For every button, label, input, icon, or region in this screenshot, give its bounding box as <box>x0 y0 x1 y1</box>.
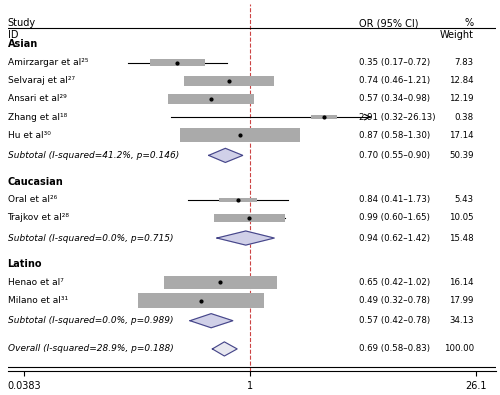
Text: 16.14: 16.14 <box>449 278 474 287</box>
Text: 15.48: 15.48 <box>449 233 474 243</box>
Text: 0.87 (0.58–1.30): 0.87 (0.58–1.30) <box>359 131 430 140</box>
Text: 0.57 (0.42–0.78): 0.57 (0.42–0.78) <box>359 316 430 325</box>
Polygon shape <box>212 342 237 356</box>
Text: Henao et al⁷: Henao et al⁷ <box>8 278 64 287</box>
Text: 17.14: 17.14 <box>449 131 474 140</box>
Text: Study
ID: Study ID <box>8 18 36 40</box>
Text: 50.39: 50.39 <box>450 151 474 160</box>
Text: 12.84: 12.84 <box>449 76 474 85</box>
Text: Latino: Latino <box>8 259 42 269</box>
Bar <box>180 128 300 142</box>
Text: 0.49 (0.32–0.78): 0.49 (0.32–0.78) <box>359 296 430 305</box>
Text: 0.74 (0.46–1.21): 0.74 (0.46–1.21) <box>359 76 430 85</box>
Bar <box>168 94 254 104</box>
Bar <box>150 60 205 66</box>
Text: 0.70 (0.55–0.90): 0.70 (0.55–0.90) <box>359 151 430 160</box>
Text: Zhang et al¹⁸: Zhang et al¹⁸ <box>8 113 67 122</box>
Text: Asian: Asian <box>8 40 38 49</box>
Text: 34.13: 34.13 <box>449 316 474 325</box>
Text: Subtotal (I-squared=41.2%, p=0.146): Subtotal (I-squared=41.2%, p=0.146) <box>8 151 179 160</box>
Text: Trajkov et al²⁸: Trajkov et al²⁸ <box>8 213 70 222</box>
Text: %
Weight: % Weight <box>440 18 474 40</box>
Text: Caucasian: Caucasian <box>8 177 64 186</box>
Text: 5.43: 5.43 <box>454 195 474 204</box>
Text: 100.00: 100.00 <box>444 344 474 354</box>
Text: Amirzargar et al²⁵: Amirzargar et al²⁵ <box>8 58 88 67</box>
Text: 0.57 (0.34–0.98): 0.57 (0.34–0.98) <box>359 94 430 103</box>
Polygon shape <box>208 149 242 162</box>
Bar <box>138 293 264 308</box>
Bar <box>219 198 257 202</box>
Text: Overall (I-squared=28.9%, p=0.188): Overall (I-squared=28.9%, p=0.188) <box>8 344 173 354</box>
Bar <box>164 276 277 289</box>
Bar <box>214 214 284 222</box>
Text: 0.38: 0.38 <box>454 113 474 122</box>
Text: 2.91 (0.32–26.13): 2.91 (0.32–26.13) <box>359 113 436 122</box>
Text: 0.99 (0.60–1.65): 0.99 (0.60–1.65) <box>359 213 430 222</box>
Text: 0.65 (0.42–1.02): 0.65 (0.42–1.02) <box>359 278 430 287</box>
Text: 0.94 (0.62–1.42): 0.94 (0.62–1.42) <box>359 233 430 243</box>
Text: 12.19: 12.19 <box>450 94 474 103</box>
Text: OR (95% CI): OR (95% CI) <box>359 18 418 28</box>
Text: Subtotal (I-squared=0.0%, p=0.715): Subtotal (I-squared=0.0%, p=0.715) <box>8 233 173 243</box>
Text: 17.99: 17.99 <box>450 296 474 305</box>
Text: Subtotal (I-squared=0.0%, p=0.989): Subtotal (I-squared=0.0%, p=0.989) <box>8 316 173 325</box>
Polygon shape <box>190 314 233 328</box>
Bar <box>311 115 336 118</box>
Text: Oral et al²⁶: Oral et al²⁶ <box>8 195 57 204</box>
Text: 10.05: 10.05 <box>449 213 474 222</box>
Text: Milano et al³¹: Milano et al³¹ <box>8 296 68 305</box>
Text: Hu et al³⁰: Hu et al³⁰ <box>8 131 50 140</box>
Text: 0.35 (0.17–0.72): 0.35 (0.17–0.72) <box>359 58 430 67</box>
Text: Selvaraj et al²⁷: Selvaraj et al²⁷ <box>8 76 74 85</box>
Text: 0.84 (0.41–1.73): 0.84 (0.41–1.73) <box>359 195 430 204</box>
Text: 7.83: 7.83 <box>454 58 474 67</box>
Bar <box>184 75 274 86</box>
Text: 0.69 (0.58–0.83): 0.69 (0.58–0.83) <box>359 344 430 354</box>
Polygon shape <box>217 231 274 245</box>
Text: Ansari et al²⁹: Ansari et al²⁹ <box>8 94 66 103</box>
